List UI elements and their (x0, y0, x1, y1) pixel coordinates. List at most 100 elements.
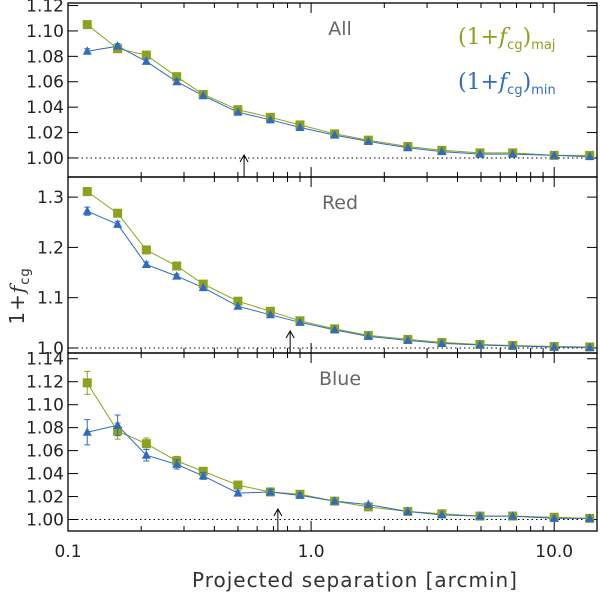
data-point-maj (172, 261, 182, 271)
legend-minor-suffix: ) (523, 70, 532, 95)
data-point-maj (172, 72, 182, 82)
y-tick-label: 1.02 (26, 124, 64, 144)
panel-frame (67, 352, 598, 532)
data-point-min (330, 324, 340, 334)
x-tick-label: 0.1 (54, 542, 81, 562)
data-point-min (198, 282, 208, 292)
y-axis-title: 1+fcg (5, 267, 33, 324)
y-tick-label: 1.06 (26, 73, 64, 93)
data-point-min (403, 142, 413, 152)
y-tick-label: 1.08 (26, 419, 64, 439)
data-point-min (363, 331, 373, 340)
y-tick-label: 1.1 (37, 289, 64, 309)
data-point-min (437, 338, 447, 347)
data-point-min (475, 511, 485, 520)
y-tick-label: 1.14 (26, 350, 64, 370)
data-point-maj (141, 439, 151, 449)
legend-major-sub2: maj (531, 38, 555, 53)
data-point-min (295, 490, 305, 499)
data-point-min (141, 259, 151, 268)
data-point-min (363, 499, 373, 509)
y-axis-title-base: 1+ (5, 293, 29, 324)
legend-entry-major: (1+fcg)maj (458, 25, 555, 53)
data-point-min (141, 450, 151, 459)
data-point-min (437, 146, 447, 156)
y-tick-label: 1.02 (26, 488, 64, 508)
y-tick-label: 1.3 (37, 188, 64, 208)
data-point-maj (113, 208, 123, 218)
data-point-maj (233, 480, 243, 490)
data-point-min (585, 151, 595, 161)
data-point-min (475, 339, 485, 349)
y-tick-label: 1.0 (37, 339, 64, 359)
data-point-min (295, 317, 305, 326)
data-point-min (82, 427, 92, 436)
data-point-min (549, 150, 559, 159)
legend-minor-sub: cg (507, 83, 522, 98)
data-point-min (549, 341, 559, 351)
data-point-min (295, 122, 305, 131)
arrow-head (239, 153, 249, 163)
data-point-min (508, 340, 518, 350)
series-line-maj (86, 24, 590, 156)
data-point-min (475, 149, 485, 158)
panels-group: 1.00 1.02 1.04 1.06 1.08 1.10 1.12 All 1.0 1.1 1.2… (26, 0, 598, 562)
series-line-min (87, 210, 590, 348)
y-tick-label: 1.2 (37, 238, 64, 258)
data-point-min (141, 56, 151, 65)
data-point-min (330, 496, 340, 505)
data-point-min (265, 114, 275, 124)
legend-entry-minor: (1+fcg)min (458, 70, 556, 98)
data-point-maj (82, 187, 92, 197)
legend-major-suffix: ) (523, 25, 532, 50)
panel-red: 1.0 1.1 1.2 1.3 Red (37, 176, 598, 359)
data-point-min (198, 90, 208, 100)
legend-major-prefix: (1+ (458, 25, 499, 50)
data-point-min (585, 513, 595, 522)
data-point-min (82, 46, 92, 55)
data-point-min (437, 509, 447, 519)
data-point-min (113, 41, 123, 50)
x-tick-label: 10.0 (535, 542, 573, 562)
y-tick-label: 1.10 (26, 396, 64, 416)
legend-minor-prefix: (1+ (458, 70, 499, 95)
data-point-min (585, 342, 595, 351)
data-point-min (508, 149, 518, 158)
data-point-maj (233, 296, 243, 306)
data-point-min (233, 488, 243, 497)
data-point-min (172, 271, 182, 280)
data-point-maj (82, 20, 92, 30)
panel-title: All (328, 18, 352, 40)
data-point-maj (141, 50, 151, 60)
panel-title: Blue (319, 368, 361, 390)
data-point-min (172, 76, 182, 86)
y-tick-label: 1.10 (26, 22, 64, 42)
data-point-min (330, 130, 340, 139)
data-point-maj (82, 378, 92, 388)
y-axis-title-sub: cg (18, 267, 33, 284)
y-tick-label: 1.12 (26, 373, 64, 393)
data-point-min (233, 107, 243, 116)
data-point-min (265, 309, 275, 319)
panel-all: 1.00 1.02 1.04 1.06 1.08 1.10 1.12 All (26, 0, 598, 178)
y-tick-label: 1.06 (26, 442, 64, 462)
y-tick-label: 1.12 (26, 0, 64, 17)
panel-blue: 0.1 1.0 10.0 1.00 1.02 1.04 1.06 1.08 1.10 1.12 1.… (26, 350, 598, 562)
y-tick-label: 1.04 (26, 465, 64, 485)
data-point-min (82, 206, 92, 215)
y-axis-title-var: f (5, 282, 29, 295)
legend-major-sub: cg (507, 38, 522, 53)
data-point-min (172, 459, 182, 468)
legend-minor-sub2: min (531, 83, 556, 98)
series-line-min (87, 424, 590, 519)
data-point-min (549, 513, 559, 522)
x-axis-title: Projected separation [arcmin] (192, 568, 518, 592)
series-line-maj (86, 191, 590, 348)
data-point-min (198, 470, 208, 480)
data-point-min (508, 511, 518, 520)
y-tick-label: 1.00 (26, 511, 64, 531)
data-point-min (363, 136, 373, 145)
panel-title: Red (322, 192, 358, 214)
data-point-min (113, 219, 123, 228)
